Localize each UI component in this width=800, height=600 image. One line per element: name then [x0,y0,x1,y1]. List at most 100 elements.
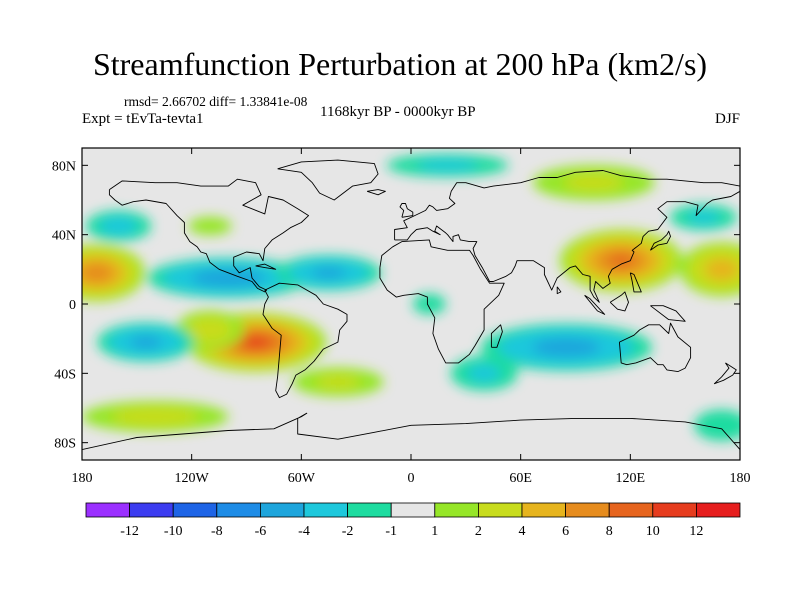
anomaly-region [532,165,655,201]
coastline-great-britain [399,203,414,218]
anomaly-region [669,204,737,231]
anomaly-region [82,244,145,302]
anomaly-region [97,322,195,362]
colorbar-swatch [608,502,654,518]
x-tick-label: 0 [408,471,415,486]
anomaly-region [386,153,509,177]
coastline-cuba [255,263,277,270]
experiment-label: Expt = tEvTa-tevta1 [82,111,204,127]
colorbar-swatch [172,502,218,518]
x-tick-label: 120W [175,471,210,486]
contour-level [129,335,163,349]
y-tick-label: 40N [52,229,76,244]
coastline-borneo [609,291,629,312]
colorbar-label: 10 [646,524,660,539]
anomaly-region [694,409,740,441]
season-label: DJF [714,111,740,127]
coastline-australia [618,322,692,373]
coastline-new-guinea [650,305,686,322]
coastline-south-america [262,282,348,399]
colorbar-label: -6 [255,524,267,539]
contour-level [98,216,139,236]
colorbar-label: -8 [211,524,223,539]
contour-level [704,258,739,281]
colorbar-label: -10 [164,524,183,539]
colorbar-label: -12 [120,524,139,539]
coastline-japan [650,230,671,251]
chart-title: Streamfunction Perturbation at 200 hPa (… [92,46,708,82]
x-tick-label: 180 [730,471,751,486]
colorbar: -12 -10 -8 -6 -4 -2 -1 1 2 4 6 8 10 12 [85,502,741,539]
x-tick-label: 120E [616,471,646,486]
stats-text: rmsd= 2.66702 diff= 1.33841e-08 [124,94,308,109]
y-tick-label: 80N [52,159,76,174]
contour-level [315,374,361,390]
contour-level [311,266,347,279]
contour-level [82,263,113,283]
x-axis: 180 120W 60W 0 60E 120E 180 [72,148,751,486]
colorbar-label: 6 [562,524,569,539]
contour-level [610,255,633,267]
contour-level [467,364,501,383]
colorbar-swatch [477,502,523,518]
y-tick-label: 80S [54,437,76,452]
coastline-new-zealand [713,362,737,385]
colorbar-label: -2 [342,524,354,539]
anomaly-region [559,229,683,292]
coastline-sumatra [584,294,606,315]
contour-level [412,293,446,315]
coastline-philippines [629,272,642,293]
colorbar-label: 12 [689,524,703,539]
contour-level [532,337,601,357]
contour-level [191,268,266,288]
colorbar-swatch [129,502,174,518]
coastline-greenland [277,159,379,201]
coastline-layer [82,159,740,451]
colorbar-label: 2 [475,524,482,539]
colorbar-label: 1 [431,524,438,539]
contour-level [188,216,232,236]
colorbar-swatch [216,502,261,518]
y-axis: 80N 40N 0 40S 80S [52,159,740,452]
colorbar-swatch [259,502,305,518]
colorbar-swatch [347,502,392,518]
y-tick-label: 0 [69,298,76,313]
anomaly-region [450,356,518,391]
x-tick-label: 60E [509,471,532,486]
colorbar-swatch [303,502,348,518]
colorbar-swatch [434,502,479,518]
coastline-iceland [366,189,386,196]
coastline-madagascar [490,324,503,348]
y-tick-label: 40S [54,367,76,382]
map-area [82,148,740,460]
anomaly-region [292,367,384,397]
colorbar-label: 4 [519,524,526,539]
anomaly-region [276,255,382,291]
anomaly-region [480,323,653,371]
colorbar-label: -4 [298,524,310,539]
period-label: 1168kyr BP - 0000kyr BP [320,104,476,120]
anomaly-region [412,293,446,315]
contour-level [244,337,267,347]
x-tick-label: 60W [288,471,316,486]
colorbar-swatch [652,502,697,518]
contour-level [187,317,233,343]
colorbar-swatch [521,502,566,518]
colorbar-label: 8 [606,524,613,539]
x-tick-label: 180 [72,471,93,486]
contour-level [111,407,200,426]
contour-level [563,174,625,192]
contour-level [417,159,479,172]
colorbar-swatch [696,502,741,518]
colorbar-swatch [85,502,130,518]
anomaly-region [82,401,229,433]
anomaly-region [188,216,232,236]
coastline-antarctica [82,412,740,451]
colorbar-swatch [390,502,436,518]
coastline-sri-lanka [556,286,562,295]
anomaly-region [85,210,152,242]
coastline-africa [379,239,505,364]
coastline-north-america [108,178,310,293]
anomaly-region [679,242,740,297]
contour-level [694,409,740,441]
